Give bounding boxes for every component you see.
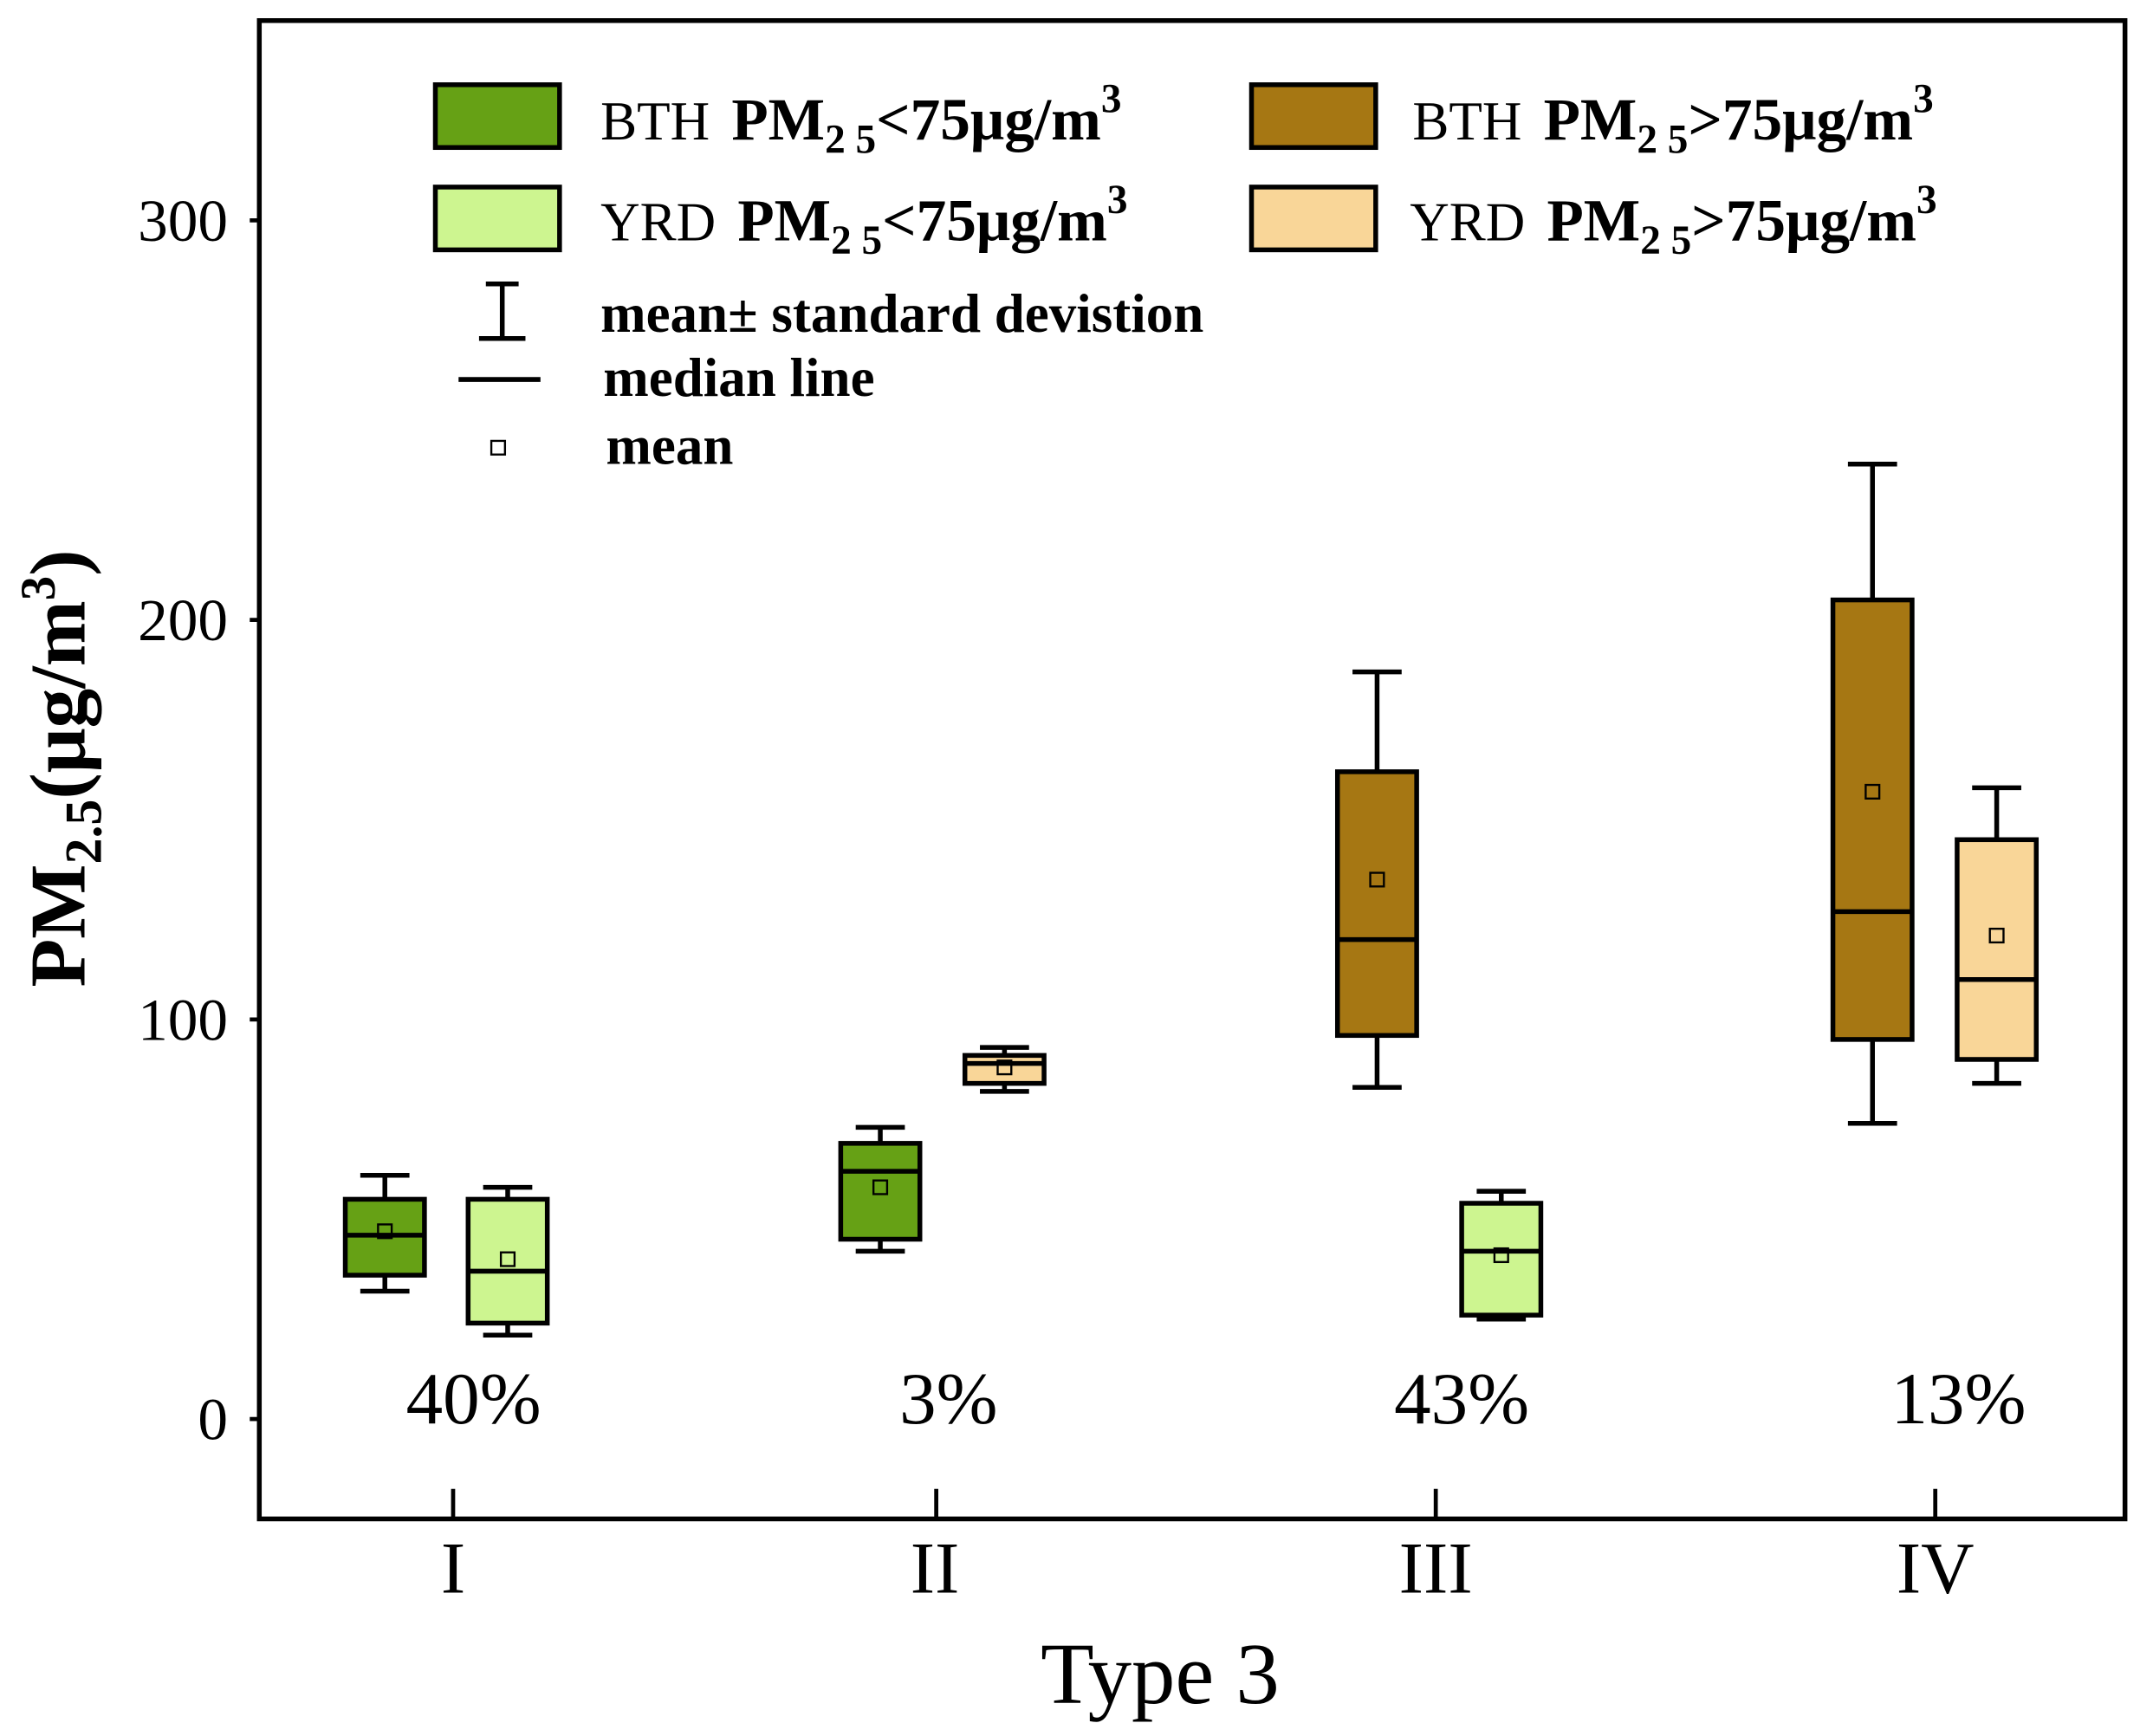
mean-marker [872,1179,889,1195]
legend-swatch-bth-below-75 [432,82,562,151]
percent-label-III: 43% [1394,1358,1529,1440]
box-series [342,461,2039,1338]
x-tick-label-I: I [441,1527,465,1609]
legend-threshold: <75μg/m [876,86,1101,152]
mean-marker [377,1223,393,1240]
legend-sub: 2 5 [1640,218,1691,263]
x-tick-label-II: II [911,1527,960,1609]
mean-square-icon [490,439,507,456]
y-axis-label-sub: 2.5 [55,800,113,865]
legend-threshold: >75μg/m [1691,186,1916,253]
box-rect [1459,1201,1544,1318]
box-bth-above-75-type-IV [1830,461,1915,1126]
legend-pm: PM [737,186,831,253]
legend: BTH PM2 5<75μg/m3 BTH PM2 5>75μg/m3 YRD PM2… [432,76,1937,476]
legend-entry-std-dev: mean± standard devistion [478,282,1203,344]
percent-label-IV: 13% [1891,1358,2027,1440]
legend-region: BTH [1412,91,1521,152]
x-tick-label-IV: IV [1897,1527,1975,1609]
legend-threshold: >75μg/m [1688,86,1913,152]
plot-frame [256,18,2128,1522]
legend-label-bth-above-75: BTH PM2 5>75μg/m3 [1412,76,1933,162]
box-rect [1334,769,1419,1039]
y-axis-label: PM2.5(μg/m3) [11,549,113,987]
x-axis-label: Type 3 [1041,1625,1280,1722]
legend-swatch-yrd-below-75 [432,185,562,253]
box-rect [838,1141,923,1242]
box-yrd-below-75-type-III [1459,1189,1544,1322]
box-bth-below-75-type-I [342,1172,427,1294]
legend-threshold: <75μg/m [882,186,1107,253]
mean-marker [1988,927,2005,944]
box-yrd-below-75-type-I [465,1184,550,1338]
legend-sup: 3 [1916,178,1937,223]
legend-entry-mean: mean [490,416,733,476]
legend-label-std-dev: mean± standard devistion [600,283,1203,344]
mean-marker [1369,871,1385,888]
box-bth-above-75-type-III [1334,669,1419,1091]
mean-marker [996,1059,1013,1076]
percent-label-I: 40% [406,1358,541,1440]
legend-label-mean: mean [606,416,733,476]
percent-labels: 40% 3% 43% 13% [406,1358,2027,1440]
y-axis-label-close: ) [15,549,102,575]
legend-label-median: median line [603,347,874,408]
mean-marker [1864,783,1881,800]
legend-entry-bth-above-75: BTH PM2 5>75μg/m3 [1248,76,1934,163]
y-axis: 0 100 200 300 [138,187,260,1453]
legend-swatch-yrd-above-75 [1248,185,1378,253]
mean-marker [499,1251,516,1267]
box-yrd-above-75-type-IV [1955,785,2039,1086]
x-axis: I II III IV [441,1488,1975,1609]
y-tick-label-100: 100 [138,986,228,1053]
box-bth-below-75-type-II [838,1124,923,1254]
legend-swatch-bth-above-75 [1248,82,1378,151]
y-axis-label-main: PM [15,864,102,987]
y-tick-label-300: 300 [138,187,228,254]
y-tick-label-0: 0 [198,1386,228,1453]
error-bar-icon [478,282,526,341]
legend-sup: 3 [1913,76,1934,121]
legend-entry-yrd-above-75: YRD PM2 5>75μg/m3 [1248,178,1937,263]
y-tick-label-200: 200 [138,586,228,653]
legend-pm: PM [1544,86,1637,152]
legend-entry-yrd-below-75: YRD PM2 5<75μg/m3 [432,178,1127,263]
mean-marker [1493,1247,1509,1264]
legend-label-yrd-below-75: YRD PM2 5<75μg/m3 [600,178,1127,263]
legend-sub: 2 5 [825,118,876,163]
box-rect [1955,837,2039,1062]
legend-sup: 3 [1107,178,1128,223]
legend-sub: 2 5 [831,218,882,263]
legend-label-yrd-above-75: YRD PM2 5>75μg/m3 [1410,178,1936,263]
legend-pm: PM [1547,186,1640,253]
box-rect [465,1196,550,1326]
legend-label-bth-below-75: BTH PM2 5<75μg/m3 [600,76,1121,162]
box-yrd-above-75-type-II [962,1045,1047,1094]
legend-region: YRD [1410,191,1525,252]
y-axis-label-sup: 3 [11,576,66,600]
legend-region: BTH [600,91,710,152]
legend-sub: 2 5 [1637,118,1688,163]
x-tick-label-III: III [1399,1527,1473,1609]
legend-entry-median: median line [458,347,875,408]
legend-region: YRD [600,191,716,252]
box-rect [1830,597,1915,1042]
y-axis-label-unit: (μg/m [15,600,102,799]
legend-entry-bth-below-75: BTH PM2 5<75μg/m3 [432,76,1121,163]
legend-pm: PM [731,86,825,152]
percent-label-II: 3% [899,1358,997,1440]
legend-sup: 3 [1101,76,1122,121]
